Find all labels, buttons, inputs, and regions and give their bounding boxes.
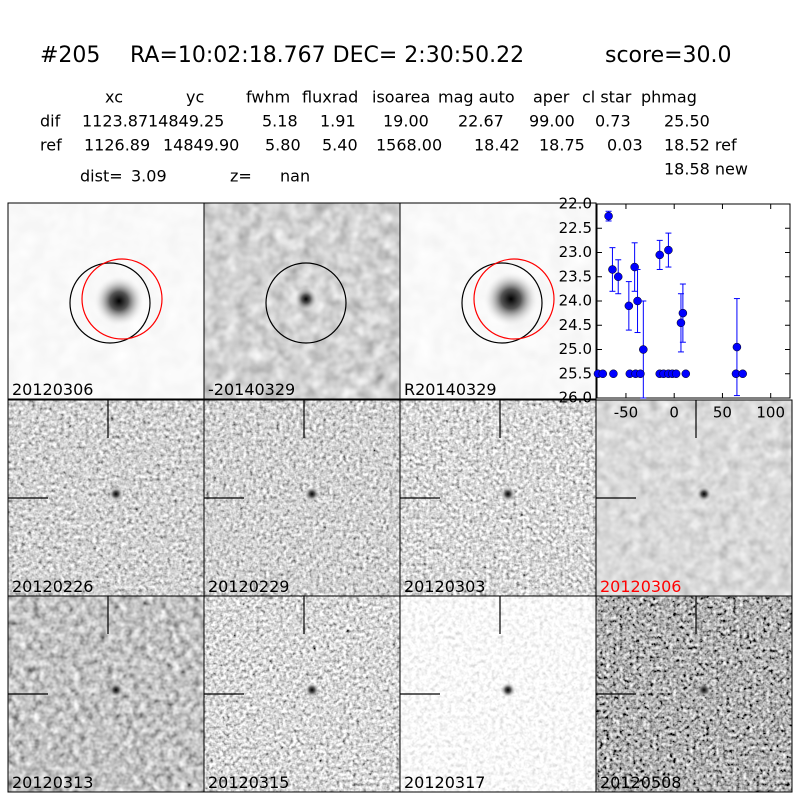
panel-label: 20120313 [12, 773, 93, 792]
y-tick-label: 22.5 [559, 219, 592, 237]
table-cell: 1.91 [320, 112, 356, 131]
data-point [676, 318, 686, 328]
data-point [613, 272, 623, 281]
column-header: cl star [582, 88, 632, 107]
table-cell: 18.42 [474, 136, 520, 155]
phmag-new: 18.58 new [664, 160, 748, 179]
table-cell: 0.03 [607, 136, 643, 155]
data-point [655, 250, 664, 260]
data-point [671, 369, 681, 378]
panel-label: R20140329 [404, 380, 497, 399]
aperture-circle [69, 262, 151, 344]
aperture-circle [473, 258, 555, 340]
z-label: z= [230, 167, 252, 186]
column-header: yc [186, 88, 204, 107]
y-tick-label: 24.5 [559, 316, 592, 334]
panel-label: 20120315 [208, 773, 289, 792]
data-point [678, 308, 688, 318]
panel-label: 20120303 [404, 577, 485, 596]
table-cell: 5.40 [322, 136, 358, 155]
table-cell: 99.00 [529, 112, 575, 131]
panel-label: 20120229 [208, 577, 289, 596]
data-point [608, 265, 617, 274]
source-spot [93, 275, 145, 327]
aperture-circle [461, 262, 543, 344]
panel-label: 20120226 [12, 577, 93, 596]
score: score=30.0 [605, 43, 732, 68]
column-header: mag auto [438, 88, 515, 107]
table-cell: 1568.00 [376, 136, 442, 155]
data-point [639, 345, 648, 354]
panel-border [399, 202, 597, 400]
column-header: phmag [641, 88, 697, 107]
y-tick-label: 25.0 [559, 340, 592, 358]
source-spot [304, 486, 320, 502]
aperture-circle [265, 262, 347, 344]
y-tick-label: 23.0 [559, 243, 592, 261]
source-spot [500, 682, 516, 698]
row-label: ref [40, 136, 62, 155]
column-header: fluxrad [302, 88, 358, 107]
table-cell: 1123.87 [82, 112, 148, 131]
panel-label: 20120317 [404, 773, 485, 792]
data-point [598, 369, 608, 378]
dist-value: 3.09 [131, 167, 167, 186]
plot-area [596, 203, 791, 399]
table-cell: 18.52 ref [664, 136, 737, 155]
source-spot [294, 287, 318, 311]
panel-border [595, 595, 793, 793]
source-spot [108, 682, 124, 698]
table-cell: 5.18 [262, 112, 298, 131]
panel-label: 20120508 [600, 773, 681, 792]
y-tick-label: 25.5 [559, 364, 592, 382]
table-cell: 14849.25 [148, 112, 224, 131]
y-tick-label: 23.5 [559, 267, 592, 285]
candidate-id: #205 [40, 43, 100, 68]
panel-label: 20120306 [600, 577, 681, 596]
y-tick-label: 26.0 [559, 389, 592, 407]
table-cell: 19.00 [383, 112, 429, 131]
table-cell: 22.67 [458, 112, 504, 131]
table-cell: 14849.90 [163, 136, 239, 155]
source-spot [696, 682, 712, 698]
row-label: dif [40, 112, 61, 131]
x-tick-label: 0 [669, 404, 679, 422]
y-tick-label: 24.0 [559, 292, 592, 310]
data-point [624, 301, 634, 311]
y-tick-label: 22.0 [559, 195, 592, 213]
coordinates: RA=10:02:18.767 DEC= 2:30:50.22 [130, 43, 524, 68]
table-cell: 25.50 [664, 112, 710, 131]
data-point [664, 245, 673, 255]
column-header: isoarea [372, 88, 430, 107]
data-point [738, 369, 747, 378]
column-header: xc [105, 88, 123, 107]
data-point [609, 369, 618, 378]
x-tick-label: 100 [756, 404, 785, 422]
data-point [636, 369, 645, 378]
table-cell: 0.73 [595, 112, 631, 131]
dist-label: dist= [80, 167, 123, 186]
aperture-circle [81, 258, 163, 340]
source-spot [483, 271, 539, 327]
column-header: aper [533, 88, 570, 107]
column-header: fwhm [246, 88, 290, 107]
table-cell: 5.80 [265, 136, 301, 155]
data-point [604, 211, 613, 221]
z-value: nan [280, 167, 310, 186]
table-cell: 18.75 [539, 136, 585, 155]
source-spot [696, 486, 712, 502]
panel-label: -20140329 [208, 380, 295, 399]
x-tick-label: 50 [713, 404, 732, 422]
source-spot [500, 486, 516, 502]
source-spot [108, 486, 124, 502]
x-tick-label: -50 [614, 404, 639, 422]
data-point [681, 369, 691, 378]
source-spot [304, 682, 320, 698]
panel-label: 20120306 [12, 380, 93, 399]
data-point [732, 342, 742, 352]
table-cell: 1126.89 [84, 136, 150, 155]
